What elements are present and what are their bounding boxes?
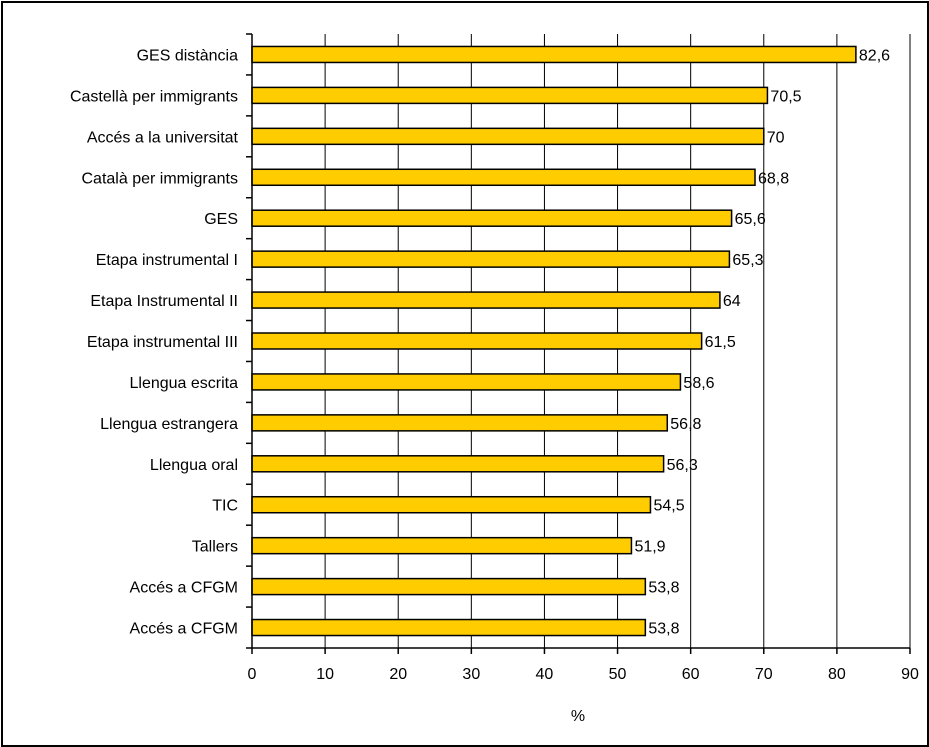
x-tick-label: 20 xyxy=(389,666,407,683)
data-label: 70,5 xyxy=(770,88,801,105)
x-tick-label: 10 xyxy=(316,666,334,683)
x-tick-label: 0 xyxy=(248,666,257,683)
data-label: 54,5 xyxy=(653,498,684,515)
bar xyxy=(251,127,765,146)
data-label: 70 xyxy=(767,129,785,146)
data-label: 61,5 xyxy=(705,334,736,351)
bar xyxy=(251,577,647,596)
data-label: 58,6 xyxy=(683,375,714,392)
category-label: Etapa instrumental III xyxy=(87,334,238,351)
axis-layer xyxy=(246,33,911,654)
bar xyxy=(251,495,652,514)
category-label: Etapa Instrumental II xyxy=(90,293,238,310)
bar xyxy=(251,414,669,432)
bar xyxy=(251,86,769,105)
data-label: 56,3 xyxy=(667,457,698,474)
data-label: 68,8 xyxy=(758,170,789,187)
category-label: Castellà per immigrants xyxy=(70,88,238,105)
bar xyxy=(251,291,721,309)
category-label: GES distància xyxy=(137,47,238,64)
bar xyxy=(251,618,647,637)
bar xyxy=(251,209,733,227)
data-label: 65,3 xyxy=(732,252,763,269)
x-tick-label: 50 xyxy=(609,666,627,683)
bar xyxy=(251,455,665,473)
data-label: 53,8 xyxy=(648,580,679,597)
data-label: 53,8 xyxy=(648,621,679,638)
bar xyxy=(251,168,756,187)
data-label: 56,8 xyxy=(670,416,701,433)
bar xyxy=(251,373,682,391)
category-label: Llengua escrita xyxy=(129,375,238,392)
x-tick-label: 30 xyxy=(462,666,480,683)
category-label: Català per immigrants xyxy=(82,170,239,187)
data-label: 64 xyxy=(723,293,741,310)
category-label: GES xyxy=(204,211,238,228)
x-axis-title: % xyxy=(571,708,585,725)
bar xyxy=(251,536,633,555)
x-tick-label: 80 xyxy=(828,666,846,683)
x-tick-label: 90 xyxy=(901,666,919,683)
data-label: 82,6 xyxy=(859,47,890,64)
category-label: Llengua estrangera xyxy=(100,416,238,433)
x-tick-label: 40 xyxy=(536,666,554,683)
bar xyxy=(251,45,857,64)
bar-layer xyxy=(251,45,857,637)
category-label: Accés a CFGM xyxy=(130,621,238,638)
category-label: Accés a la universitat xyxy=(87,129,239,146)
category-label: Llengua oral xyxy=(150,457,238,474)
label-layer: GES distància 82,6 Castellà per immigrants… xyxy=(70,47,919,725)
bar xyxy=(251,250,731,268)
x-tick-label: 60 xyxy=(682,666,700,683)
category-label: Tallers xyxy=(192,539,238,556)
data-label: 65,6 xyxy=(735,211,766,228)
bar xyxy=(251,332,703,350)
category-label: Accés a CFGM xyxy=(130,580,238,597)
data-label: 51,9 xyxy=(634,539,665,556)
category-label: Etapa instrumental I xyxy=(96,252,238,269)
x-tick-label: 70 xyxy=(755,666,773,683)
category-label: TIC xyxy=(212,498,238,515)
